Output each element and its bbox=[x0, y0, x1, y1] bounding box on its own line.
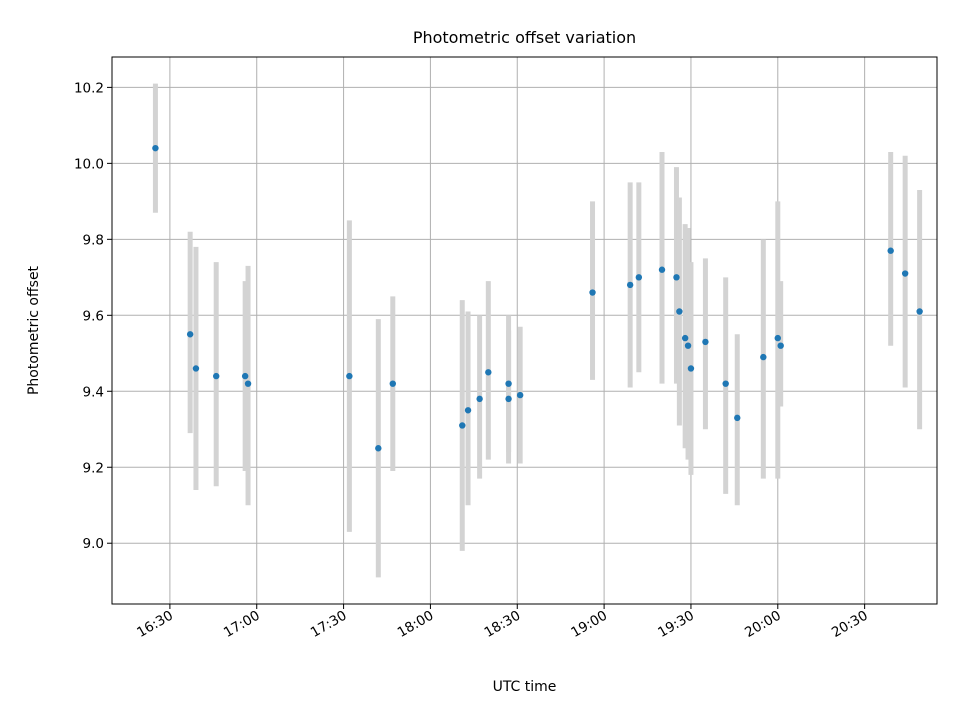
data-point bbox=[676, 308, 683, 315]
data-point bbox=[476, 395, 483, 403]
y-tick-label: 9.4 bbox=[83, 384, 104, 400]
data-point bbox=[186, 331, 194, 338]
data-points bbox=[152, 144, 923, 452]
data-point bbox=[687, 365, 695, 372]
data-point bbox=[459, 422, 466, 429]
data-point bbox=[375, 445, 382, 452]
data-point bbox=[213, 372, 220, 380]
y-tick-label: 9.2 bbox=[83, 460, 104, 476]
data-point bbox=[722, 380, 729, 387]
data-point bbox=[777, 342, 784, 349]
grid-lines bbox=[112, 57, 937, 604]
y-axis-ticks: 9.0 9.2 9.4 9.6 9.8 10.0 10.2 bbox=[74, 80, 112, 552]
data-point bbox=[734, 414, 741, 422]
data-point bbox=[244, 380, 252, 387]
data-point bbox=[505, 395, 512, 403]
data-point bbox=[626, 281, 634, 289]
y-tick-label: 9.6 bbox=[83, 308, 104, 324]
plot-frame bbox=[111, 56, 938, 605]
data-point bbox=[589, 289, 596, 296]
data-point bbox=[389, 380, 396, 387]
data-point bbox=[702, 338, 709, 346]
data-point bbox=[774, 334, 781, 342]
data-point bbox=[916, 308, 923, 315]
data-point bbox=[464, 407, 472, 414]
data-point bbox=[887, 247, 894, 254]
data-point bbox=[516, 391, 524, 399]
data-point bbox=[152, 144, 159, 152]
data-point bbox=[241, 372, 249, 380]
x-axis-label: UTC time bbox=[493, 679, 557, 695]
y-tick-label: 10.2 bbox=[74, 80, 104, 96]
y-axis-label: Photometric offset bbox=[26, 265, 42, 395]
data-point bbox=[485, 369, 492, 376]
data-point bbox=[192, 365, 200, 372]
data-point bbox=[635, 274, 643, 281]
data-point bbox=[673, 274, 680, 281]
chart-title: Photometric offset variation bbox=[413, 28, 636, 47]
data-point bbox=[760, 353, 767, 361]
y-tick-label: 9.8 bbox=[83, 232, 104, 248]
data-point bbox=[346, 372, 353, 380]
data-point bbox=[681, 334, 689, 342]
data-point bbox=[684, 342, 692, 349]
data-point bbox=[658, 266, 666, 273]
y-tick-label: 10.0 bbox=[74, 156, 104, 172]
data-point bbox=[901, 270, 909, 277]
data-point bbox=[505, 380, 512, 387]
y-tick-label: 9.0 bbox=[83, 536, 104, 552]
